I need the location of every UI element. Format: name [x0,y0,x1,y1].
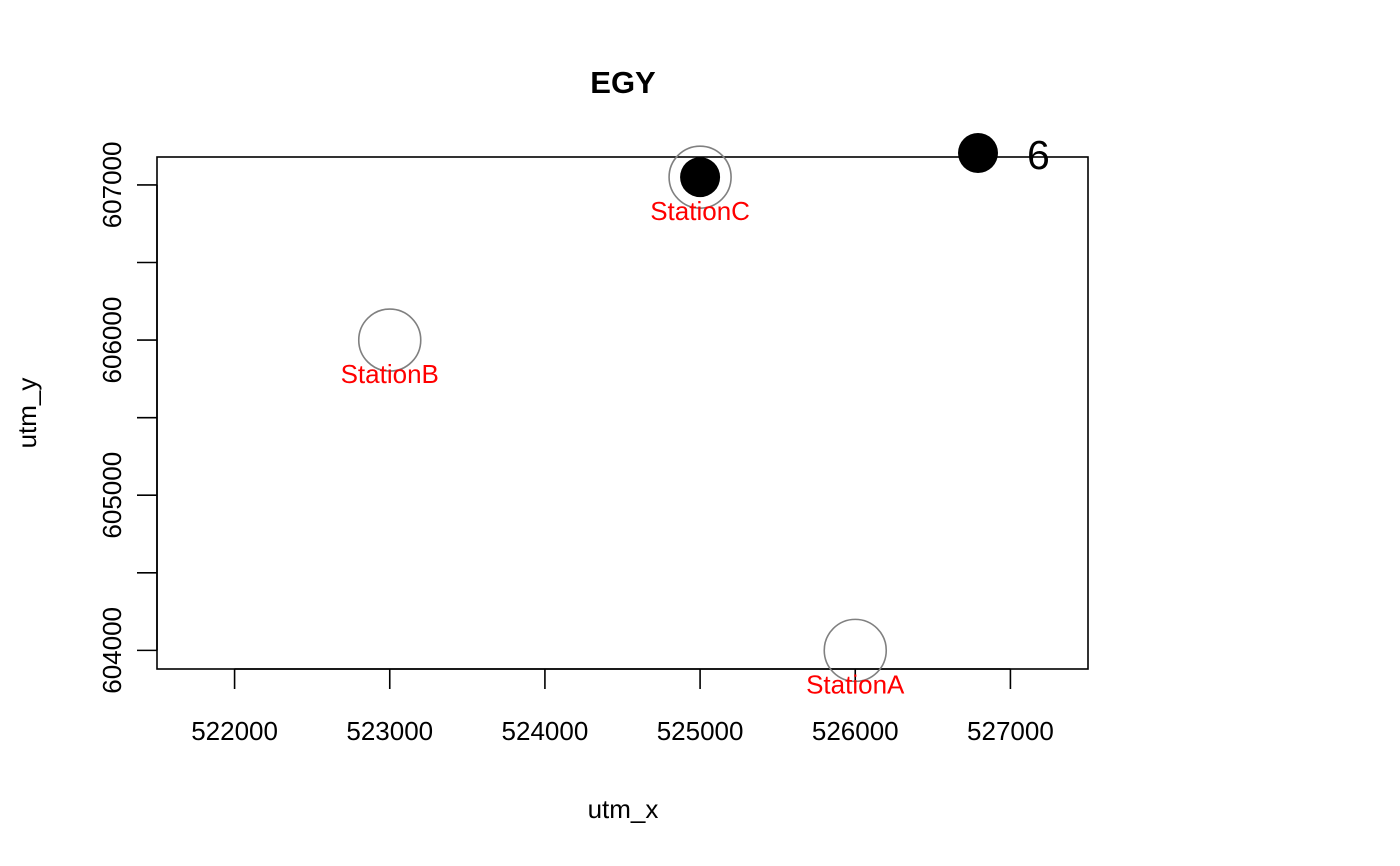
x-tick-label: 522000 [191,716,278,746]
station-label: StationA [806,669,905,699]
station-marker [823,618,888,683]
y-tick-label: 605000 [97,452,127,539]
stations-layer: StationA StationB StationC [341,145,905,699]
y-tick-label: 606000 [97,297,127,384]
data-point [680,157,721,198]
station-label: StationB [341,359,439,389]
chart-title: EGY [590,65,656,100]
legend-marker [958,133,998,173]
x-tick-label: 527000 [967,716,1054,746]
legend-label: 6 [1027,132,1050,178]
points-layer [680,157,721,198]
legend: 6 [958,132,1050,178]
x-tick-label: 524000 [502,716,589,746]
x-tick-label: 525000 [657,716,744,746]
x-axis-label: utm_x [588,794,659,824]
x-tick-label: 523000 [346,716,433,746]
x-axis: 522000 523000 524000 525000 526000 527000 [191,668,1054,746]
station-marker [357,308,422,372]
station-marker [668,145,732,209]
y-axis-label: utm_y [12,378,42,449]
y-tick-label: 607000 [97,142,127,229]
y-axis: 604000 605000 606000 607000 [97,142,158,694]
plot-frame [156,156,1089,670]
station-label: StationC [650,196,750,226]
y-tick-label: 604000 [97,607,127,694]
x-tick-label: 526000 [812,716,899,746]
